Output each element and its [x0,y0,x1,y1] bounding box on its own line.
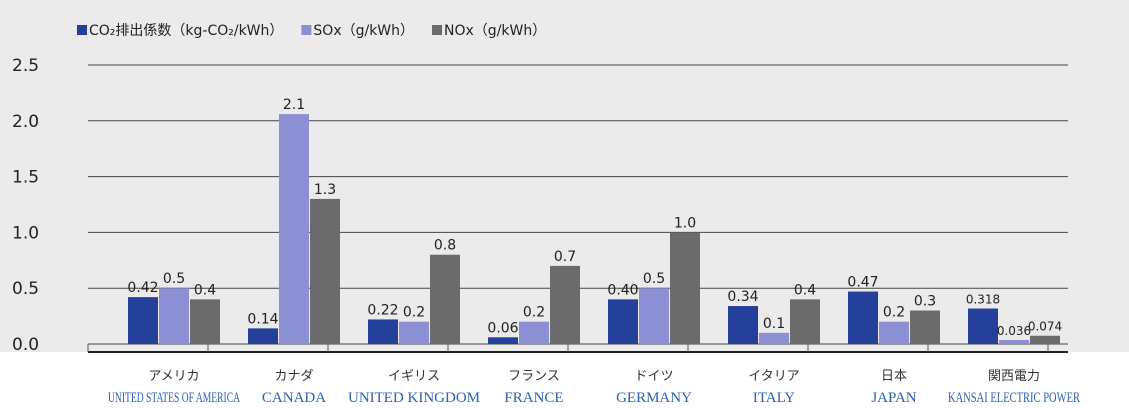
bar-value-label: 0.5 [643,271,665,287]
y-tick-label: 2.5 [12,56,39,76]
bar-value-label: 0.036 [997,324,1031,338]
y-tick-label: 0.0 [12,335,39,355]
bar-value-label: 0.14 [247,311,278,327]
y-tick-label: 1.0 [12,223,39,243]
bar-value-label: 0.2 [883,305,905,321]
legend-label: SOx（g/kWh） [313,23,414,39]
bar-value-label: 0.2 [523,305,545,321]
category-label-en: UNITED STATES OF AMERICA [108,390,240,406]
bar-value-label: 0.5 [163,271,185,287]
bar [430,254,460,344]
bar-value-label: 0.06 [487,320,518,336]
category-label-jp: ドイツ [634,369,673,384]
category-label-jp: カナダ [274,369,313,384]
y-tick-label: 0.5 [12,279,39,299]
bar-value-label: 0.34 [727,289,758,305]
bar [550,265,580,344]
bar [159,288,189,344]
legend-label: NOx（g/kWh） [444,23,546,39]
bar [190,299,220,344]
category-label-en: KANSAI ELECTRIC POWER [948,390,1080,406]
category-label-jp: アメリカ [148,369,199,384]
bar-value-label: 0.318 [966,293,1000,307]
bar [128,297,158,344]
category-label-en: JAPAN [871,390,916,406]
category-label-jp: イタリア [748,369,799,384]
bar [728,306,758,344]
bar [1030,335,1060,344]
bar [670,232,700,344]
bar-value-label: 0.4 [194,282,216,298]
y-axis-ticks: 0.0 0.5 1.0 1.5 2.0 2.5 [12,56,39,355]
y-tick-label: 2.0 [12,112,39,132]
bar-value-label: 0.3 [914,294,936,310]
bar [279,114,309,344]
category-labels: アメリカ UNITED STATES OF AMERICA カナダ CANADA イギリ… [108,369,1080,406]
bar-value-label: 0.074 [1028,320,1062,334]
bar [310,198,340,344]
category-label-en: CANADA [262,390,326,406]
bar-value-label: 0.1 [763,316,785,332]
bar-value-label: 2.1 [283,97,305,113]
category-label-jp: 関西電力 [988,369,1040,384]
x-axis [87,344,1068,353]
bar [759,332,789,344]
value-labels: 0.42 0.5 0.4 0.14 2.1 1.3 0.22 0.2 0.8 0.06 0.2 0.7… [127,97,1062,338]
bar [639,288,669,344]
bar-value-label: 0.7 [554,249,576,265]
bar-value-label: 1.3 [314,182,336,198]
bar [248,328,278,344]
bar-value-label: 1.0 [674,215,696,231]
bar [910,310,940,344]
bar [999,339,1029,344]
bar-value-label: 0.47 [847,275,878,291]
category-label-jp: 日本 [881,369,907,384]
bar [968,308,998,344]
legend-label: CO₂排出係数（kg-CO₂/kWh） [89,23,283,39]
bar [848,291,878,344]
bar-value-label: 0.4 [794,282,816,298]
category-label-en: GERMANY [616,390,692,406]
bars [128,114,1060,344]
bar [790,299,820,344]
bar-value-label: 0.8 [434,238,456,254]
bar-value-label: 0.40 [607,282,638,298]
legend-swatch [77,25,87,35]
category-label-jp: イギリス [388,369,440,384]
legend: CO₂排出係数（kg-CO₂/kWh） SOx（g/kWh） NOx（g/kWh） [77,23,546,39]
y-tick-label: 1.5 [12,168,39,188]
bar-value-label: 0.42 [127,280,158,296]
bar [488,337,518,344]
bar [368,319,398,344]
bar [519,321,549,344]
category-label-jp: フランス [508,369,560,384]
bar-value-label: 0.22 [367,302,398,318]
category-label-en: UNITED KINGDOM [348,390,480,406]
category-label-en: ITALY [753,390,795,406]
bar-value-label: 0.2 [403,305,425,321]
category-label-en: FRANCE [504,390,563,406]
legend-swatch [432,25,443,35]
bar [608,299,638,344]
bar [879,321,909,344]
bar [399,321,429,344]
legend-swatch [301,25,312,35]
